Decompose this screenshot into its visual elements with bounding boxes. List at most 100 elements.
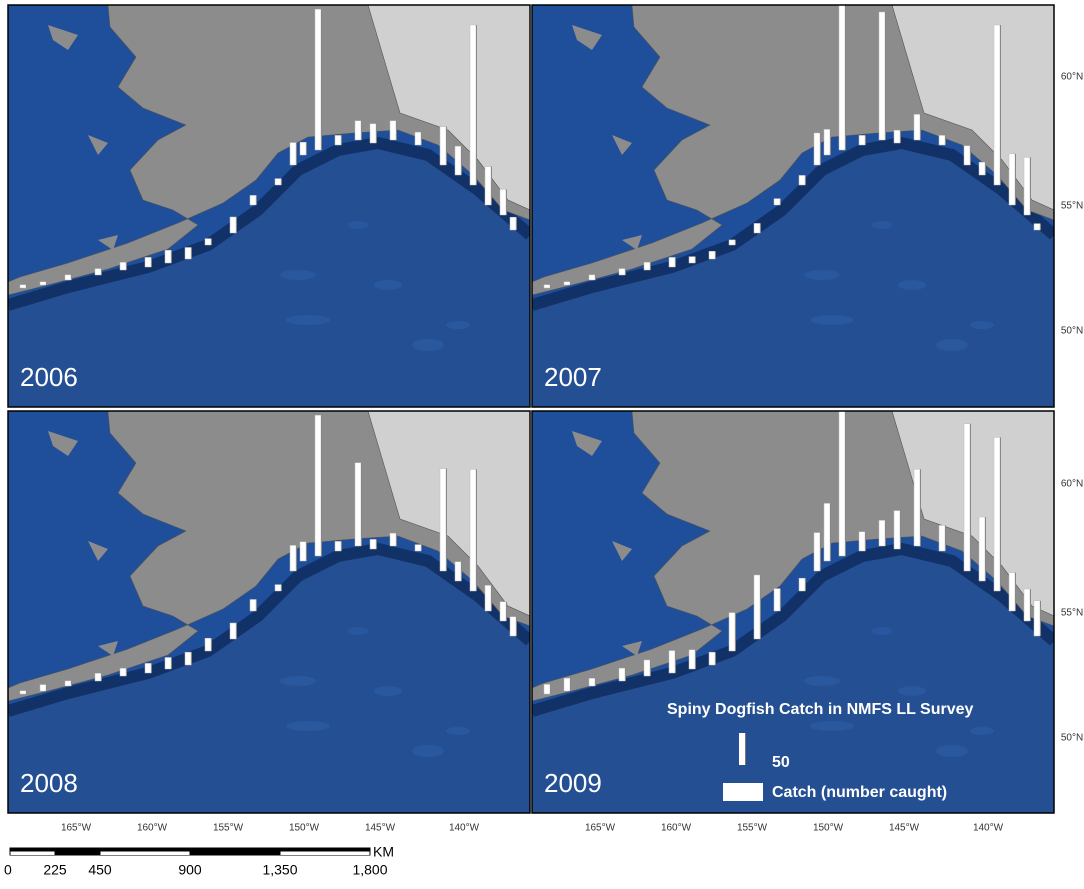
catch-bar [370, 124, 376, 143]
catch-bar [355, 463, 361, 546]
catch-bar [415, 545, 421, 551]
catch-bar [470, 25, 476, 185]
catch-bar [370, 539, 376, 549]
catch-bar [230, 217, 236, 233]
catch-bar [709, 251, 715, 259]
catch-bar [824, 129, 830, 155]
catch-bar [729, 613, 735, 651]
catch-bar [355, 121, 361, 140]
catch-bar [914, 469, 920, 546]
catch-bar [774, 589, 780, 611]
longitude-label: 150°W [813, 823, 844, 834]
catch-bar [1034, 601, 1040, 636]
latitude-label: 55°N [1061, 608, 1083, 619]
longitude-label: 140°W [973, 823, 1004, 834]
map-content [532, 409, 1054, 813]
year-label: 2007 [544, 362, 602, 392]
catch-bar [1024, 157, 1030, 215]
catch-bar [95, 673, 101, 681]
catch-bar [689, 650, 695, 669]
year-label: 2006 [20, 362, 78, 392]
catch-bar [1009, 573, 1015, 611]
catch-bar [824, 503, 830, 561]
scale-bar-segment [100, 852, 190, 856]
catch-bar [20, 285, 26, 288]
catch-bar [145, 663, 151, 673]
scale-unit: KM [373, 844, 394, 860]
catch-bar [440, 469, 446, 571]
scale-label: 225 [43, 862, 67, 878]
catch-bar [979, 162, 985, 175]
catch-bar [1009, 154, 1015, 205]
scale-bar-segment [280, 852, 370, 856]
map-content [8, 411, 530, 813]
catch-bar [894, 511, 900, 549]
catch-bar [40, 282, 46, 285]
scale-bar-segment [55, 852, 100, 856]
catch-bar [485, 585, 491, 611]
catch-bar [335, 135, 341, 145]
catch-bar [669, 257, 675, 267]
catch-bar [205, 638, 211, 651]
catch-bar [729, 240, 735, 245]
catch-bar [669, 651, 675, 673]
scale-bar-segment [55, 848, 100, 852]
catch-bar [500, 602, 506, 621]
catch-bar [839, 0, 845, 150]
catch-bar [859, 135, 865, 145]
scale-label: 450 [88, 862, 112, 878]
scale-bar-segment [280, 848, 370, 852]
scale-bar-segment [190, 848, 280, 852]
legend-swatch-label: Catch (number caught) [772, 784, 947, 801]
catch-bar [894, 130, 900, 143]
scale-bar-segment [100, 848, 190, 852]
catch-bar [230, 623, 236, 639]
catch-bar [544, 684, 550, 694]
scale-label: 900 [178, 862, 202, 878]
scale-bar-segment [10, 852, 55, 856]
catch-bar [1024, 589, 1030, 621]
legend-title: Spiny Dogfish Catch in NMFS LL Survey [667, 701, 974, 718]
catch-bar [315, 9, 321, 150]
catch-bar [290, 545, 296, 571]
catch-bar [799, 175, 805, 185]
catch-bar [315, 415, 321, 556]
year-label: 2009 [544, 768, 602, 798]
catch-bar [914, 114, 920, 140]
page: { "panels": [ {"year": "2006", "catch": … [0, 0, 1084, 884]
longitude-label: 160°W [137, 823, 168, 834]
catch-bar [185, 652, 191, 665]
catch-bar [510, 217, 516, 230]
catch-bar [335, 541, 341, 551]
catch-bar [859, 532, 865, 551]
catch-bar [40, 685, 46, 691]
basemap [532, 5, 1054, 407]
scale-label: 1,800 [352, 862, 387, 878]
year-label: 2008 [20, 768, 78, 798]
map-panel: 2006 [8, 5, 530, 407]
catch-bar [1034, 224, 1040, 230]
scale-bar-segment [10, 848, 55, 852]
catch-bar [290, 143, 296, 165]
catch-bar [839, 409, 845, 556]
catch-bar [589, 678, 595, 686]
catch-bar [205, 239, 211, 245]
catch-bar [275, 585, 281, 591]
catch-bar [964, 146, 970, 165]
scale-bar-segment [190, 852, 280, 856]
catch-bar [689, 257, 695, 263]
catch-bar [440, 127, 446, 165]
catch-bar [275, 179, 281, 185]
longitude-label: 155°W [737, 823, 768, 834]
catch-bar [485, 167, 491, 205]
catch-bar [300, 542, 306, 561]
catch-bar [994, 25, 1000, 185]
catch-bar [65, 681, 71, 686]
legend-reference-bar [739, 733, 745, 765]
figure: 2006200720082009 165°W165°W160°W160°W155… [0, 0, 1084, 884]
catch-bar [814, 533, 820, 571]
catch-bar [65, 275, 71, 280]
longitude-label: 165°W [61, 823, 92, 834]
catch-bar [500, 189, 506, 215]
catch-bar [994, 437, 1000, 591]
